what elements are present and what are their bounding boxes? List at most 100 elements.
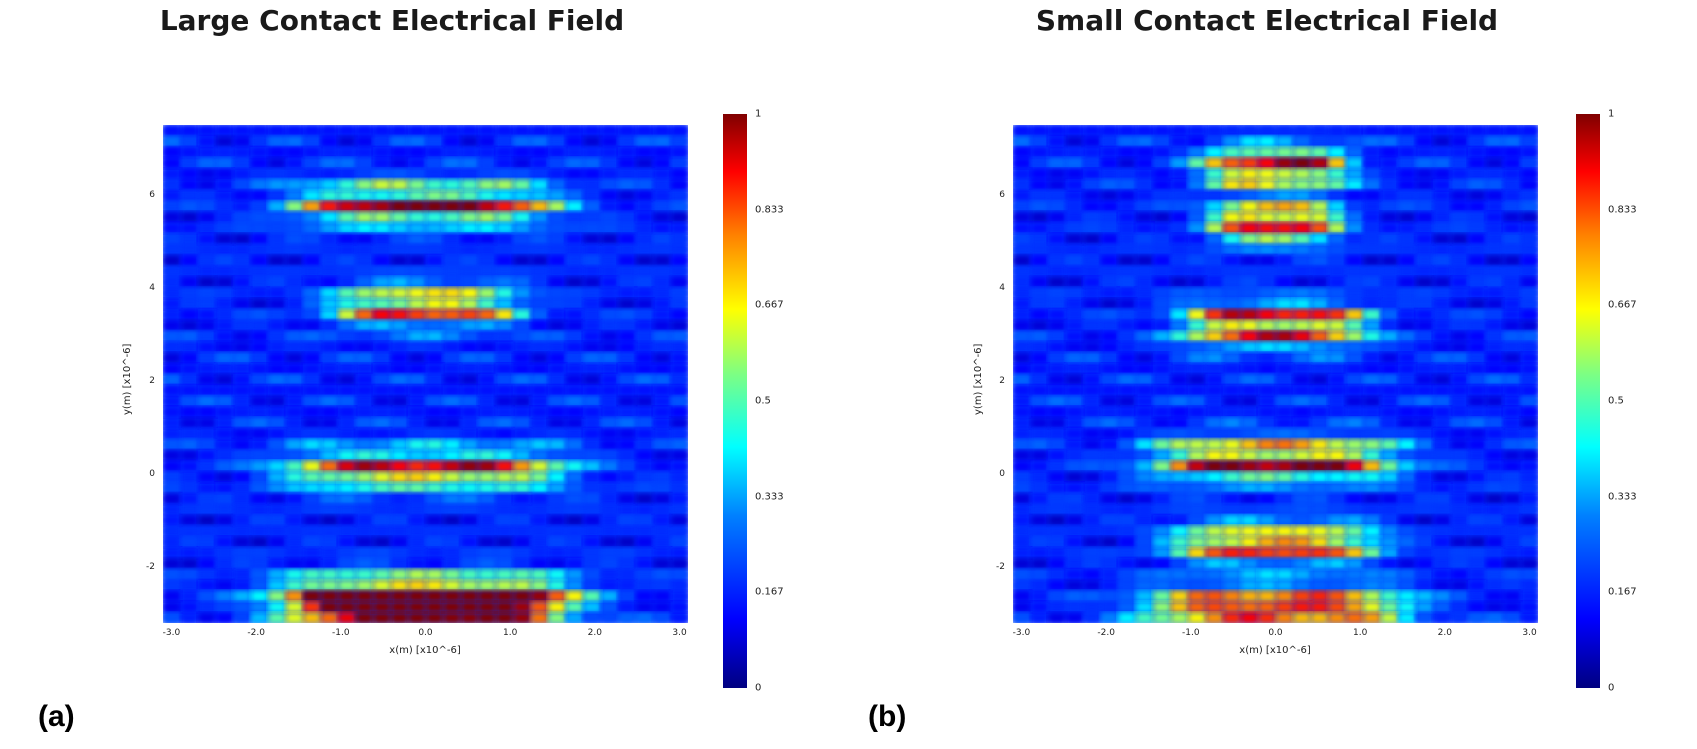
heatmap-cell	[583, 525, 601, 537]
heatmap-cell	[1503, 471, 1521, 483]
heatmap-cell	[1310, 536, 1329, 548]
heatmap-cell	[373, 254, 391, 267]
heatmap-cell	[1398, 374, 1416, 386]
heatmap-cell	[600, 287, 619, 299]
heatmap-cell	[1153, 309, 1171, 321]
heatmap-cell	[495, 384, 514, 397]
heatmap-cell	[1328, 503, 1346, 516]
heatmap-cell	[268, 233, 286, 245]
heatmap-cell	[1205, 438, 1224, 451]
heatmap-cell	[1450, 493, 1469, 505]
heatmap-cell	[303, 558, 321, 570]
heatmap-cell	[618, 482, 636, 494]
heatmap-cell	[1450, 374, 1469, 386]
heatmap-cell	[1328, 125, 1346, 137]
heatmap-cell	[583, 179, 601, 191]
heatmap-cell	[1433, 211, 1451, 223]
heatmap-cell	[338, 493, 356, 505]
heatmap-cell	[1415, 189, 1434, 202]
heatmap-cell	[530, 536, 549, 548]
heatmap-cell	[1345, 298, 1364, 310]
heatmap-cell	[495, 417, 514, 429]
heatmap-cell	[425, 449, 444, 462]
heatmap-cell	[180, 135, 199, 148]
heatmap-cell	[653, 612, 671, 623]
heatmap-cell	[530, 222, 549, 234]
heatmap-cell	[1503, 319, 1521, 332]
heatmap-cell	[1100, 341, 1119, 353]
heatmap-cell	[390, 374, 409, 386]
heatmap-cell	[215, 146, 234, 158]
heatmap-cell	[355, 514, 374, 527]
heatmap-cell	[425, 536, 444, 548]
heatmap-cell	[530, 449, 549, 462]
heatmap-cell	[548, 536, 566, 548]
heatmap-cell	[1153, 438, 1171, 451]
heatmap-cell	[1363, 254, 1381, 267]
heatmap-cell	[635, 493, 654, 505]
heatmap-cell	[565, 493, 584, 505]
heatmap-cell	[1013, 395, 1031, 407]
heatmap-cell	[1433, 471, 1451, 483]
heatmap-cell	[233, 189, 251, 202]
heatmap-cell	[355, 579, 374, 592]
heatmap-cell	[1398, 579, 1416, 592]
heatmap-cell	[198, 536, 216, 548]
heatmap-cell	[1328, 384, 1346, 397]
heatmap-cell	[1118, 514, 1136, 527]
heatmap-cell	[495, 363, 514, 375]
heatmap-cell	[250, 438, 269, 451]
heatmap-cell	[285, 265, 304, 278]
heatmap-cell	[355, 395, 374, 407]
heatmap-cell	[1013, 189, 1031, 202]
heatmap-cell	[1083, 254, 1101, 267]
heatmap-cell	[635, 319, 654, 332]
heatmap-cell	[1118, 536, 1136, 548]
heatmap-cell	[180, 601, 199, 613]
heatmap-cell	[565, 222, 584, 234]
heatmap-cell	[600, 222, 619, 234]
heatmap-cell	[408, 157, 426, 169]
heatmap-cell	[1275, 579, 1294, 592]
heatmap-cell	[1083, 428, 1101, 440]
heatmap-cell	[1030, 265, 1049, 278]
heatmap-cell	[373, 125, 391, 137]
heatmap-cell	[1083, 384, 1101, 397]
heatmap-cell	[355, 179, 374, 191]
heatmap-cell	[1433, 547, 1451, 559]
heatmap-cell	[1118, 417, 1136, 429]
heatmap-cell	[548, 579, 566, 592]
heatmap-cell	[180, 493, 199, 505]
heatmap-cell	[408, 330, 426, 343]
heatmap-cell	[1328, 287, 1346, 299]
heatmap-cell	[495, 189, 514, 202]
heatmap-cell	[1363, 157, 1381, 169]
heatmap-cell	[1503, 590, 1521, 602]
heatmap-cell	[303, 233, 321, 245]
heatmap-cell	[268, 211, 286, 223]
heatmap-cell	[1345, 449, 1364, 462]
heatmap-cell	[1380, 146, 1399, 158]
heatmap-cell	[285, 179, 304, 191]
heatmap-cell	[460, 352, 479, 364]
heatmap-cell	[180, 276, 199, 288]
heatmap-cell	[303, 341, 321, 353]
heatmap-cell	[530, 341, 549, 353]
heatmap-cell	[1118, 157, 1136, 169]
heatmap-cell	[1205, 352, 1224, 364]
heatmap-cell	[215, 298, 234, 310]
heatmap-cell	[390, 384, 409, 397]
heatmap-cell	[320, 222, 339, 234]
heatmap-cell	[1118, 125, 1136, 137]
heatmap-cell	[653, 168, 671, 180]
heatmap-cell	[1275, 287, 1294, 299]
heatmap-cell	[478, 449, 496, 462]
heatmap-cell	[1118, 233, 1136, 245]
heatmap-cell	[1415, 428, 1434, 440]
heatmap-cell	[670, 536, 688, 548]
heatmap-cell	[478, 363, 496, 375]
heatmap-cell	[1328, 233, 1346, 245]
heatmap-cell	[600, 590, 619, 602]
heatmap-cell	[1310, 579, 1329, 592]
heatmap-cell	[653, 233, 671, 245]
